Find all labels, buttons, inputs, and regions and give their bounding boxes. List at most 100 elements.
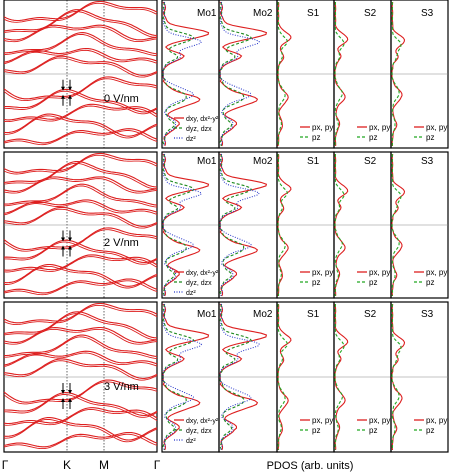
field-label-1: 2 V/nm — [104, 237, 139, 249]
col-mo1-p3: Mo1 — [197, 309, 217, 320]
pdos-p-xy-2-2 — [277, 303, 292, 451]
legend-s-pz-p1-s2: pz — [369, 133, 377, 142]
band-line-split-1-1 — [3, 162, 158, 190]
pdos-p-xy-0-2 — [277, 1, 292, 147]
band-line-1-0 — [3, 152, 158, 173]
pdos-d-z2-2-0 — [162, 303, 203, 451]
pdos-d-z2-2-1 — [219, 303, 260, 451]
spin-arrow-head-2-0 — [61, 390, 65, 394]
xtick-m: M — [99, 458, 109, 472]
band-line-split-2-8 — [3, 409, 158, 426]
panel-frames — [3, 0, 449, 453]
spin-arrow-head-0-0 — [61, 86, 65, 91]
legend-s-pxy-p2-s1: px, py — [312, 268, 333, 277]
spin-arrow-head-0-3 — [68, 94, 72, 99]
col-mo1-p2: Mo1 — [197, 156, 217, 167]
legend-s-pz-p2-s2: pz — [369, 278, 377, 287]
band-line-2-6 — [3, 379, 158, 403]
band-line-split-2-1 — [3, 313, 158, 341]
band-line-split-2-4 — [3, 352, 158, 368]
band-line-2-10 — [3, 431, 158, 448]
spin-arrow-head-1-2 — [61, 245, 65, 250]
pdos-p-xy-2-3 — [334, 303, 349, 451]
band-line-split-1-7 — [4, 241, 158, 265]
pdos-p-z-2-4 — [391, 303, 402, 451]
band-line-1-5 — [3, 206, 158, 227]
band-line-0-1 — [3, 9, 158, 36]
legend-s-pxy-p1-s1: px, py — [312, 123, 333, 132]
legend-mo-dyz-p2: dyz, dzx — [186, 280, 212, 287]
legend-mo-dxy-p3: dxy, dx²-y² — [186, 418, 219, 425]
col-mo2-p1: Mo2 — [253, 8, 273, 19]
col-s1-p3: S1 — [307, 309, 320, 320]
legend-s-pxy-p2-s2: px, py — [369, 268, 390, 277]
spin-arrow-head-0-2 — [61, 94, 65, 99]
band-line-1-10 — [3, 278, 158, 294]
band-line-0-0 — [3, 0, 158, 22]
legend-mo-dxy-p1: dxy, dx²-y² — [186, 116, 219, 123]
pdos-d-outplane-1-1 — [219, 153, 253, 297]
band-line-split-1-10 — [3, 280, 158, 296]
band-line-split-0-8 — [3, 105, 158, 123]
annotation-layer — [61, 79, 424, 441]
band-line-split-0-4 — [3, 49, 158, 65]
spin-arrow-head-0-1 — [68, 86, 72, 91]
legend-s-pz-p3-s3: pz — [426, 426, 434, 435]
spin-arrow-head-1-1 — [68, 237, 72, 242]
pdos-p-z-0-4 — [391, 1, 402, 147]
band-line-split-2-2 — [3, 328, 158, 345]
band-line-2-0 — [3, 302, 158, 324]
band-line-1-3 — [4, 183, 158, 206]
pdos-p-z-1-4 — [391, 153, 402, 297]
legend-s-pz-p3-s1: pz — [312, 426, 320, 435]
legend-s-pxy-p1-s3: px, py — [426, 123, 447, 132]
legend-mo-dyz-p3: dyz, dzx — [186, 428, 212, 435]
xtick-gamma-right: Γ — [154, 458, 161, 472]
band-line-split-1-8 — [3, 256, 158, 273]
legend-s-pxy-p2-s3: px, py — [426, 268, 447, 277]
band-line-split-0-7 — [3, 90, 158, 115]
col-s2-p2: S2 — [364, 156, 377, 167]
legend-mo-dxy-p2: dxy, dx²-y² — [186, 270, 219, 277]
col-mo2-p2: Mo2 — [253, 156, 273, 167]
band-line-0-6 — [3, 76, 158, 100]
legend-s-pxy-p3-s1: px, py — [312, 416, 333, 425]
band-line-1-1 — [3, 160, 158, 188]
band-line-split-0-5 — [3, 57, 158, 78]
band-line-1-4 — [3, 199, 158, 214]
band-line-split-2-7 — [4, 393, 158, 418]
band-line-2-2 — [3, 326, 158, 343]
spin-arrow-head-2-3 — [68, 398, 72, 402]
legend-mo-dyz-p1: dyz, dzx — [186, 126, 212, 133]
band-line-1-9 — [3, 263, 158, 287]
legend-s-pxy-p3-s3: px, py — [426, 416, 447, 425]
legend-mo-dz2-p1: dz² — [186, 136, 196, 143]
band-line-split-2-6 — [3, 381, 158, 405]
band-line-0-3 — [4, 32, 158, 55]
band-line-2-3 — [4, 334, 158, 358]
col-mo1-p1: Mo1 — [197, 8, 217, 19]
xtick-k: K — [63, 458, 71, 472]
legend-s-pxy-p3-s2: px, py — [369, 416, 390, 425]
band-line-2-1 — [3, 311, 158, 339]
pdos-p-z-2-3 — [334, 303, 345, 451]
pdos-xlabel: PDOS (arb. units) — [267, 460, 354, 472]
spin-arrow-head-2-1 — [68, 390, 72, 394]
band-line-split-0-9 — [4, 115, 158, 139]
col-s3-p3: S3 — [421, 309, 434, 320]
band-line-0-5 — [3, 55, 158, 76]
col-s1-p2: S1 — [307, 156, 320, 167]
pdos-p-z-2-2 — [277, 303, 288, 450]
col-s2-p1: S2 — [364, 8, 377, 19]
band-line-split-1-6 — [3, 229, 158, 252]
legend-mo-dz2-p3: dz² — [186, 438, 196, 445]
band-line-1-8 — [3, 254, 158, 271]
pdos-curves — [162, 1, 406, 451]
pdos-d-z2-1-1 — [219, 153, 260, 297]
band-line-split-1-4 — [3, 201, 158, 216]
band-line-2-9 — [3, 417, 158, 441]
band-line-split-0-10 — [3, 130, 158, 146]
pdos-p-z-1-2 — [277, 153, 288, 296]
col-s2-p3: S2 — [364, 309, 377, 320]
